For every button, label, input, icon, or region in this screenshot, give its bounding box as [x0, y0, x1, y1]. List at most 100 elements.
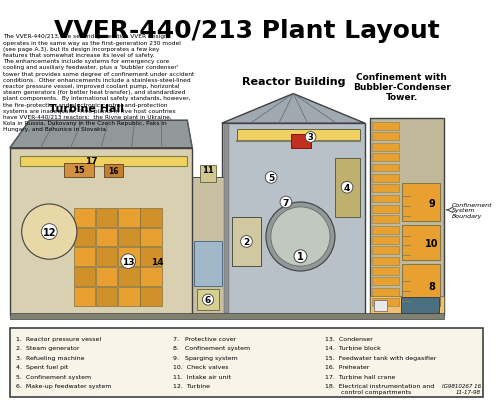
- Bar: [335, 158, 360, 217]
- Bar: [372, 123, 400, 131]
- Bar: [372, 267, 400, 275]
- Text: The VVER-440/213, the second-generation VVER design,
operates in the same way as: The VVER-440/213, the second-generation …: [3, 34, 194, 132]
- Text: 10: 10: [425, 239, 438, 249]
- Bar: [232, 217, 262, 266]
- Text: 3.  Refueling machine: 3. Refueling machine: [16, 355, 84, 360]
- Circle shape: [22, 205, 77, 260]
- Bar: [74, 267, 95, 286]
- Text: 14.  Turbine block: 14. Turbine block: [326, 345, 381, 351]
- Text: 6: 6: [205, 295, 211, 304]
- Text: 9: 9: [428, 198, 435, 209]
- Text: 7: 7: [282, 198, 289, 207]
- Text: 18.  Electrical instrumentation and
        control compartments: 18. Electrical instrumentation and contr…: [326, 383, 434, 394]
- Bar: [118, 267, 140, 286]
- Bar: [96, 228, 118, 247]
- Bar: [372, 288, 400, 296]
- Bar: [140, 209, 162, 227]
- Circle shape: [271, 207, 330, 266]
- Bar: [402, 184, 440, 221]
- Text: Confinement
System
Boundary: Confinement System Boundary: [452, 202, 492, 219]
- Bar: [140, 287, 162, 306]
- Bar: [96, 287, 118, 306]
- Text: 17.  Turbine hall crane: 17. Turbine hall crane: [326, 374, 396, 379]
- Text: 16: 16: [108, 166, 118, 175]
- Bar: [291, 134, 310, 148]
- Bar: [118, 287, 140, 306]
- Text: 13: 13: [122, 257, 134, 266]
- Text: 1: 1: [297, 252, 304, 262]
- Bar: [236, 130, 360, 141]
- Text: 5.  Confinement system: 5. Confinement system: [16, 374, 91, 379]
- Bar: [140, 228, 162, 247]
- Bar: [372, 226, 400, 234]
- Text: 8: 8: [428, 281, 436, 291]
- Text: 6.  Make-up feedwater system: 6. Make-up feedwater system: [16, 383, 111, 388]
- Bar: [402, 264, 440, 306]
- Bar: [370, 119, 444, 315]
- Text: VVER-440/213 Plant Layout: VVER-440/213 Plant Layout: [54, 19, 440, 43]
- Text: 10.  Check valves: 10. Check valves: [172, 364, 228, 369]
- Bar: [372, 143, 400, 151]
- Bar: [74, 228, 95, 247]
- Text: 2: 2: [244, 237, 250, 246]
- Text: 7.   Protective cover: 7. Protective cover: [172, 336, 236, 341]
- Bar: [96, 267, 118, 286]
- Bar: [402, 297, 438, 313]
- Bar: [118, 248, 140, 266]
- Text: 4: 4: [344, 183, 350, 192]
- Text: 16.  Preheater: 16. Preheater: [326, 364, 370, 369]
- Circle shape: [266, 202, 335, 271]
- Text: 17: 17: [85, 157, 98, 166]
- Bar: [74, 248, 95, 266]
- Bar: [104, 164, 123, 178]
- Bar: [10, 313, 444, 320]
- Bar: [197, 289, 219, 311]
- Bar: [118, 228, 140, 247]
- Bar: [194, 242, 222, 286]
- Text: IG9810267 16
11-17-98: IG9810267 16 11-17-98: [442, 384, 481, 394]
- Bar: [200, 165, 216, 183]
- Text: 11: 11: [202, 166, 214, 175]
- Bar: [372, 216, 400, 224]
- Bar: [372, 133, 400, 141]
- Bar: [74, 209, 95, 227]
- Bar: [374, 300, 388, 312]
- Text: 5: 5: [268, 173, 274, 182]
- Text: 3: 3: [308, 133, 314, 142]
- Bar: [64, 163, 94, 178]
- Text: 18: 18: [202, 296, 214, 305]
- Bar: [372, 195, 400, 203]
- Text: 15.  Feedwater tank with degasifier: 15. Feedwater tank with degasifier: [326, 355, 436, 360]
- Bar: [372, 278, 400, 286]
- Bar: [372, 205, 400, 213]
- Bar: [10, 328, 483, 397]
- Polygon shape: [10, 121, 192, 148]
- Bar: [370, 296, 444, 315]
- Bar: [372, 175, 400, 182]
- Bar: [372, 154, 400, 162]
- Bar: [96, 248, 118, 266]
- Bar: [372, 247, 400, 255]
- Text: Reactor Building: Reactor Building: [242, 77, 345, 86]
- Bar: [10, 148, 192, 315]
- Text: 14: 14: [152, 257, 164, 266]
- Text: 12.  Turbine: 12. Turbine: [172, 383, 210, 388]
- Bar: [140, 267, 162, 286]
- Bar: [224, 126, 228, 313]
- Text: 13.  Condenser: 13. Condenser: [326, 336, 373, 341]
- Text: 12: 12: [42, 227, 56, 237]
- Bar: [372, 237, 400, 244]
- Bar: [372, 257, 400, 265]
- Text: 4.  Spent fuel pit: 4. Spent fuel pit: [16, 364, 68, 369]
- Text: 2.  Steam generator: 2. Steam generator: [16, 345, 80, 351]
- Text: Turbine Hall: Turbine Hall: [49, 104, 124, 114]
- Text: 11.  Intake air unit: 11. Intake air unit: [172, 374, 231, 379]
- Bar: [222, 124, 365, 315]
- Bar: [96, 209, 118, 227]
- Bar: [118, 209, 140, 227]
- Bar: [372, 298, 400, 306]
- Text: 8.   Confinement system: 8. Confinement system: [172, 345, 250, 351]
- Bar: [372, 164, 400, 172]
- Text: 15: 15: [73, 166, 85, 175]
- Bar: [372, 185, 400, 193]
